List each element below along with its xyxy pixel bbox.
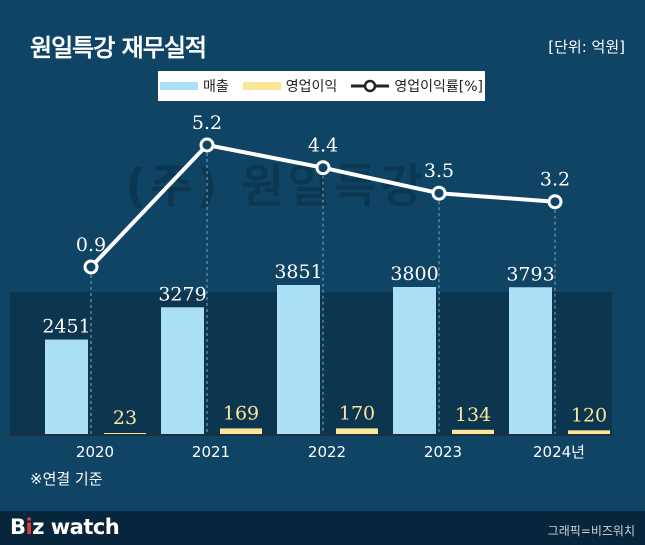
margin-value-label: 5.2 — [192, 112, 222, 134]
margin-value-label: 0.9 — [76, 234, 106, 256]
legend-label-sales: 매출 — [203, 79, 229, 95]
category-label: 2023 — [424, 443, 462, 461]
watermark: (주) 원일특강 — [125, 159, 427, 213]
legend-item-sales: 매출 — [160, 76, 229, 96]
margin-point — [547, 194, 563, 210]
sales-value-label: 3793 — [506, 263, 554, 285]
profit-value-label: 23 — [113, 407, 137, 429]
sales-bar — [161, 307, 204, 435]
margin-point — [315, 160, 331, 176]
profit-value-label: 169 — [223, 402, 259, 424]
sales-bar — [45, 339, 88, 435]
margin-value-label: 3.2 — [540, 169, 570, 191]
sales-value-label: 3279 — [158, 283, 206, 305]
legend-label-profit: 영업이익 — [285, 79, 338, 95]
sales-bar — [509, 287, 552, 435]
chart-title: 원일특강 재무실적 — [30, 34, 207, 62]
profit-bar — [568, 430, 610, 435]
legend-swatch-profit — [242, 82, 281, 90]
logo-main: B — [10, 515, 26, 539]
margin-point — [199, 137, 215, 153]
profit-value-label: 134 — [455, 404, 491, 426]
chart-canvas: 2451 23 2020 3279 169 2021 3851 170 2022 3800 134 2… — [10, 112, 612, 461]
sales-value-label: 3851 — [274, 261, 322, 283]
margin-point — [83, 259, 99, 275]
logo-rest: z watch — [32, 515, 120, 539]
footer: Biz watch 그래픽=비즈워치 — [0, 511, 645, 545]
profit-bar — [452, 429, 494, 435]
legend-marker-margin — [351, 79, 390, 93]
profit-value-label: 170 — [339, 402, 375, 424]
margin-value-label: 3.5 — [424, 160, 454, 182]
profit-bar — [336, 428, 378, 435]
legend-swatch-sales — [160, 82, 199, 90]
category-label: 2024년 — [533, 443, 585, 461]
bizwatch-logo: Biz watch — [10, 515, 120, 539]
sales-bar — [277, 285, 320, 435]
sales-bar — [393, 286, 436, 435]
legend: 매출 영업이익 영업이익률[%] — [157, 70, 486, 102]
margin-value-label: 4.4 — [308, 135, 338, 157]
category-label: 2021 — [192, 443, 230, 461]
graphic-credit: 그래픽=비즈워치 — [547, 524, 635, 538]
legend-item-margin: 영업이익률[%] — [351, 76, 483, 96]
category-label: 2022 — [308, 443, 346, 461]
logo-accent: i — [25, 515, 33, 539]
profit-value-label: 120 — [571, 404, 607, 426]
sales-value-label: 3800 — [390, 263, 438, 285]
margin-point — [431, 185, 447, 201]
legend-item-profit: 영업이익 — [242, 76, 338, 96]
category-label: 2020 — [76, 443, 114, 461]
profit-bar — [220, 428, 262, 435]
basis-note: ※연결 기준 — [30, 470, 103, 488]
sales-value-label: 2451 — [42, 316, 90, 338]
legend-label-margin: 영업이익률[%] — [394, 79, 483, 95]
unit-label: [단위: 억원] — [548, 38, 625, 56]
